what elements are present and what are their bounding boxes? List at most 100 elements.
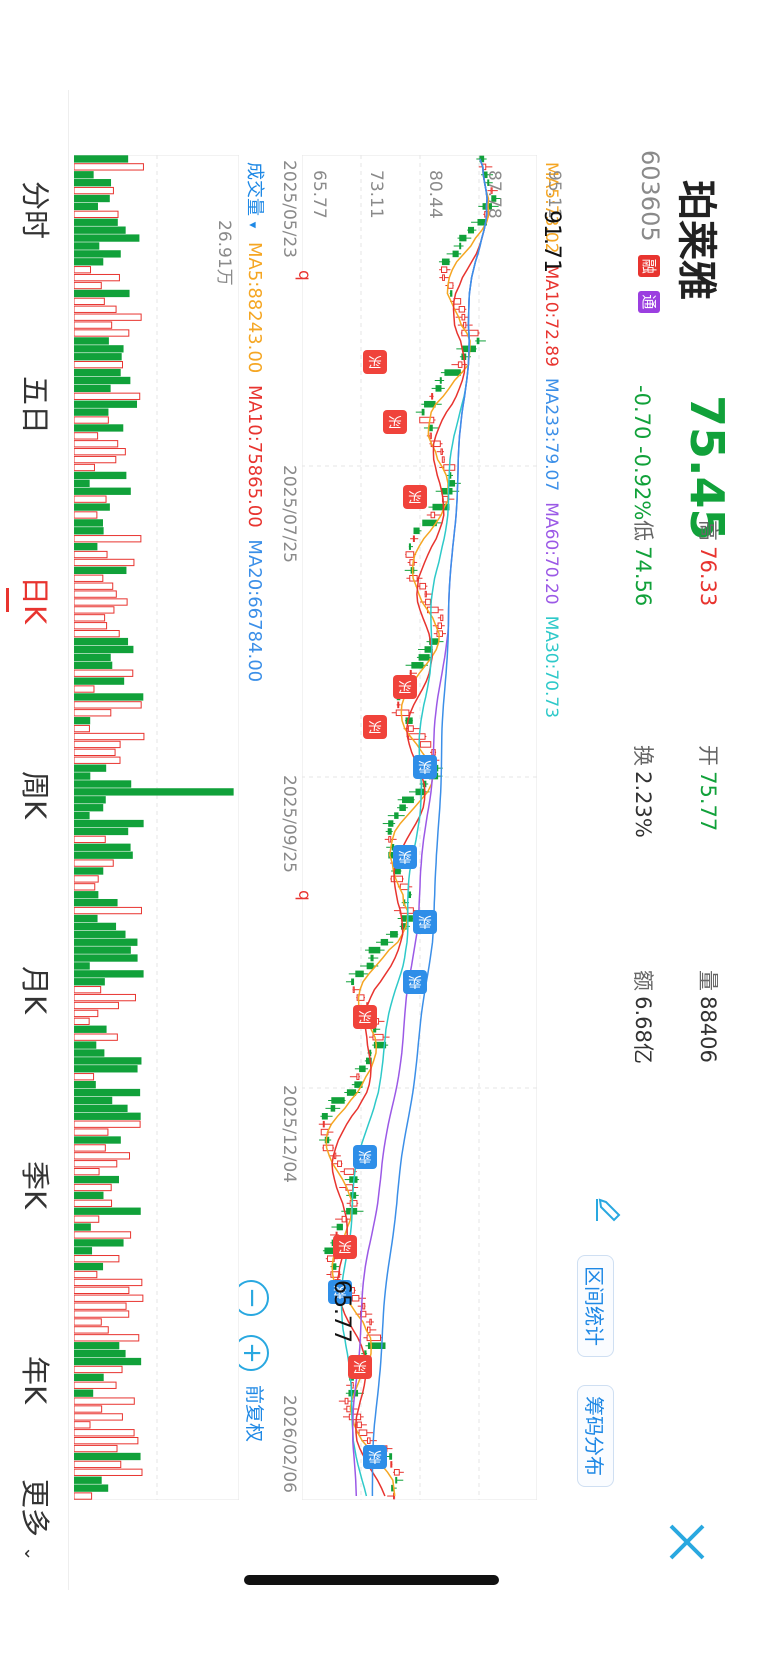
candle-body: [437, 622, 443, 630]
candle-body: [331, 1097, 345, 1104]
volume-bar: [74, 582, 114, 590]
candle-body: [389, 1453, 393, 1460]
volume-bar: [74, 1144, 106, 1152]
adjust-button[interactable]: 前复权: [243, 1385, 265, 1443]
volume-bar: [74, 313, 142, 321]
candle-body: [390, 931, 398, 938]
tab-monthly-k[interactable]: 月K: [18, 965, 52, 1015]
chip-distribution-button[interactable]: 筹码分布: [577, 1385, 614, 1487]
volume-bar: [74, 463, 95, 472]
volume-bar: [74, 1104, 128, 1113]
volume-bar: [74, 1492, 93, 1500]
tab-more[interactable]: 更多 ⌄: [16, 1460, 58, 1580]
stock-name: 珀莱雅: [673, 180, 719, 300]
close-icon[interactable]: [665, 1520, 709, 1564]
volume-bar: [74, 186, 114, 195]
volume-bar: [74, 1413, 123, 1421]
volume-bar: [74, 1310, 130, 1318]
candle-body: [412, 535, 415, 542]
candle-body: [369, 1318, 372, 1326]
volume-bar: [74, 1199, 113, 1207]
candle-body: [490, 187, 493, 194]
ma10-legend: MA10:72.89: [541, 264, 561, 367]
candle-body: [447, 282, 454, 289]
pencil-icon[interactable]: [594, 1195, 624, 1225]
candle-body: [421, 408, 425, 416]
volume-bar: [74, 796, 106, 804]
volume-label[interactable]: 成交量: [244, 162, 265, 216]
volume-bar: [74, 392, 141, 400]
svg-text:卖: 卖: [418, 758, 432, 774]
tab-daily-k[interactable]: 日K: [16, 540, 58, 660]
tab-five-day[interactable]: 五日: [18, 375, 52, 434]
vol-ma10-legend: MA10:75865.00: [244, 384, 265, 528]
candle-body: [408, 543, 411, 550]
volume-bar: [74, 179, 112, 187]
candle-body: [388, 836, 392, 843]
volume-bar: [74, 748, 116, 757]
volume-bar: [74, 360, 124, 369]
volume-bar: [74, 226, 126, 234]
stat-amount: 额 6.68亿: [629, 970, 659, 1064]
stat-amount-value: 6.68亿: [631, 996, 655, 1064]
volume-bar: [74, 289, 130, 298]
volume-bar: [74, 590, 117, 598]
buy-flag: 买: [348, 1355, 372, 1379]
stat-high-value: 76.33: [696, 546, 720, 607]
volume-legend[interactable]: 成交量 ▾ MA5:88243.00 MA10:75865.00 MA20:66…: [243, 162, 269, 682]
volume-bar: [74, 1207, 141, 1215]
volume-bar: [74, 819, 144, 828]
volume-bar: [74, 1191, 104, 1200]
candle-body: [424, 590, 427, 598]
volume-bar: [74, 384, 111, 393]
ma60-legend: MA60:70.20: [541, 502, 561, 605]
candle-body: [344, 1397, 349, 1405]
stat-volume-value: 88406: [696, 996, 720, 1063]
volume-bar: [74, 851, 133, 859]
volume-bar: [74, 701, 142, 709]
stat-turnover: 换 2.23%: [629, 745, 659, 838]
tab-yearly-k[interactable]: 年K: [18, 1355, 52, 1405]
volume-bar: [74, 400, 138, 408]
stat-high-label: 高: [696, 520, 720, 541]
svg-text:买: 买: [353, 1358, 367, 1374]
tab-weekly-k[interactable]: 周K: [18, 770, 52, 820]
volume-bar: [74, 1175, 119, 1184]
volume-bar: [74, 1389, 94, 1397]
volume-chart[interactable]: [74, 155, 239, 1500]
vol-ma20-legend: MA20:66784.00: [244, 539, 265, 683]
svg-text:买: 买: [338, 1238, 352, 1254]
chevron-down-icon[interactable]: ▾: [245, 221, 260, 229]
volume-bar: [74, 218, 118, 226]
volume-bar: [74, 542, 98, 551]
period-tab-bar: 分时 五日 日K 周K 月K 季K 年K 更多 ⌄: [10, 90, 69, 1590]
candle-body: [369, 1049, 372, 1057]
candle-body: [405, 551, 415, 558]
stat-open: 开 75.77: [694, 745, 724, 831]
volume-bar: [74, 1001, 119, 1010]
svg-text:买: 买: [368, 353, 382, 369]
volume-bar: [74, 843, 131, 851]
candle-body: [393, 1469, 400, 1476]
volume-bar: [74, 1136, 121, 1144]
volume-bar: [74, 629, 120, 638]
tab-quarterly-k[interactable]: 季K: [18, 1160, 52, 1210]
candle-body: [408, 891, 412, 899]
volume-bar: [74, 1065, 138, 1073]
tab-minute[interactable]: 分时: [18, 180, 52, 239]
candle-body: [356, 1073, 360, 1080]
volume-bar: [74, 859, 114, 867]
candle-body: [366, 1437, 371, 1444]
svg-text:卖: 卖: [408, 973, 422, 989]
stat-high: 高 76.33: [694, 520, 724, 606]
volume-bar: [74, 606, 115, 614]
volume-bar: [74, 1349, 126, 1358]
volume-bar: [74, 503, 110, 511]
candle-body: [419, 416, 435, 424]
candle-body: [336, 1223, 343, 1231]
volume-bar: [74, 1088, 141, 1097]
volume-bar: [74, 986, 102, 994]
volume-bar: [74, 1429, 135, 1437]
range-stats-button[interactable]: 区间统计: [577, 1255, 614, 1357]
